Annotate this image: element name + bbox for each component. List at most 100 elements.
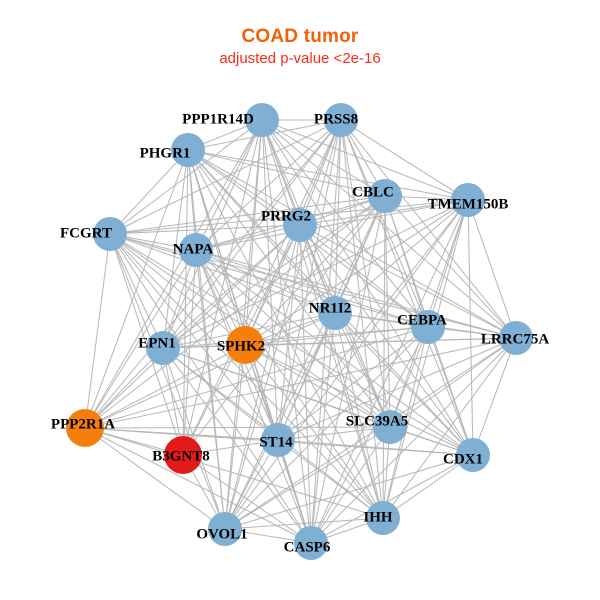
graph-edge: [244, 326, 429, 346]
graph-edge: [84, 427, 312, 544]
graph-edge: [84, 426, 391, 429]
graph-edge: [182, 149, 189, 456]
graph-node[interactable]: [179, 233, 213, 267]
nodes-layer: [66, 103, 533, 560]
graph-edge: [187, 149, 517, 339]
graph-edge: [299, 224, 384, 519]
graph-edge: [340, 119, 474, 456]
graph-edge: [84, 233, 111, 429]
graph-edge: [224, 517, 384, 530]
graph-node[interactable]: [451, 183, 485, 217]
graph-edge: [162, 149, 189, 349]
graph-edge: [195, 249, 312, 544]
graph-edge: [467, 199, 517, 339]
graph-node[interactable]: [366, 501, 400, 535]
graph-node[interactable]: [171, 133, 205, 167]
graph-edge: [277, 326, 429, 441]
graph-edge: [84, 427, 226, 530]
graph-edge: [310, 312, 336, 544]
graph-edge: [382, 337, 517, 519]
graph-node[interactable]: [373, 410, 407, 444]
graph-edge: [84, 337, 517, 429]
graph-node[interactable]: [261, 423, 295, 457]
graph-edge: [340, 119, 391, 428]
graph-edge: [310, 337, 517, 544]
graph-edge: [84, 312, 336, 429]
graph-edge: [310, 454, 474, 544]
graph-node[interactable]: [226, 326, 264, 364]
graph-node[interactable]: [411, 310, 445, 344]
graph-edge: [224, 337, 517, 530]
graph-edge: [109, 195, 386, 235]
graph-edge: [277, 224, 301, 441]
graph-node[interactable]: [146, 331, 180, 365]
graph-edge: [472, 337, 517, 456]
graph-edge: [340, 119, 384, 519]
graph-edge: [109, 233, 429, 328]
graph-edge: [109, 149, 189, 235]
graph-node[interactable]: [499, 321, 533, 355]
graph-edge: [299, 224, 517, 339]
graph-edge: [261, 119, 469, 201]
graph-edge: [109, 233, 226, 530]
graph-edge: [277, 312, 336, 441]
graph-edge: [195, 249, 384, 519]
graph-edge: [109, 224, 301, 235]
graph-edge: [427, 326, 474, 456]
graph-edge: [224, 119, 342, 530]
graph-edge: [334, 119, 342, 314]
graph-edge: [277, 439, 384, 519]
graph-edge: [224, 119, 263, 530]
graph-node[interactable]: [294, 526, 328, 560]
graph-node[interactable]: [164, 436, 202, 474]
graph-edge: [84, 224, 301, 429]
graph-edge: [277, 337, 517, 441]
graph-edge: [382, 199, 469, 519]
graph-node[interactable]: [245, 103, 279, 137]
graph-edge: [224, 454, 474, 530]
graph-edge: [244, 337, 517, 346]
graph-node[interactable]: [368, 179, 402, 213]
graph-edge: [187, 149, 301, 226]
graph-edge: [224, 426, 391, 530]
graph-edge: [340, 119, 517, 339]
graph-edge: [195, 249, 429, 328]
graph-edge: [277, 199, 469, 441]
graph-edge: [384, 195, 391, 428]
graph-edge: [261, 119, 312, 544]
graph-edge: [244, 195, 386, 346]
graph-edge: [162, 249, 197, 349]
graph-node[interactable]: [283, 208, 317, 242]
graph-edge: [261, 119, 517, 339]
page-title: COAD tumor: [241, 26, 359, 47]
graph-edge: [334, 312, 474, 456]
graph-edge: [162, 326, 429, 349]
graph-node[interactable]: [93, 217, 127, 251]
graph-edge: [109, 233, 517, 339]
graph-edge: [84, 119, 263, 429]
graph-edge: [224, 312, 336, 530]
graph-edge: [224, 439, 279, 530]
graph-edge: [182, 249, 197, 456]
graph-edge: [162, 347, 226, 530]
graph-edge: [244, 344, 474, 456]
graph-edge: [310, 199, 469, 544]
graph-edge: [244, 199, 469, 346]
graph-edge: [277, 426, 391, 441]
graph-node[interactable]: [318, 296, 352, 330]
graph-edge: [187, 149, 386, 197]
graph-node[interactable]: [208, 512, 242, 546]
graph-edge: [277, 439, 312, 544]
graph-node[interactable]: [324, 103, 358, 137]
graph-edge: [224, 326, 429, 530]
graph-node[interactable]: [66, 409, 104, 447]
graph-edge: [382, 195, 386, 519]
graph-edge: [182, 454, 312, 544]
graph-edge: [84, 344, 246, 429]
graph-edge: [182, 195, 386, 456]
graph-edge: [299, 224, 474, 456]
graph-node[interactable]: [456, 438, 490, 472]
graph-edge: [109, 119, 342, 235]
